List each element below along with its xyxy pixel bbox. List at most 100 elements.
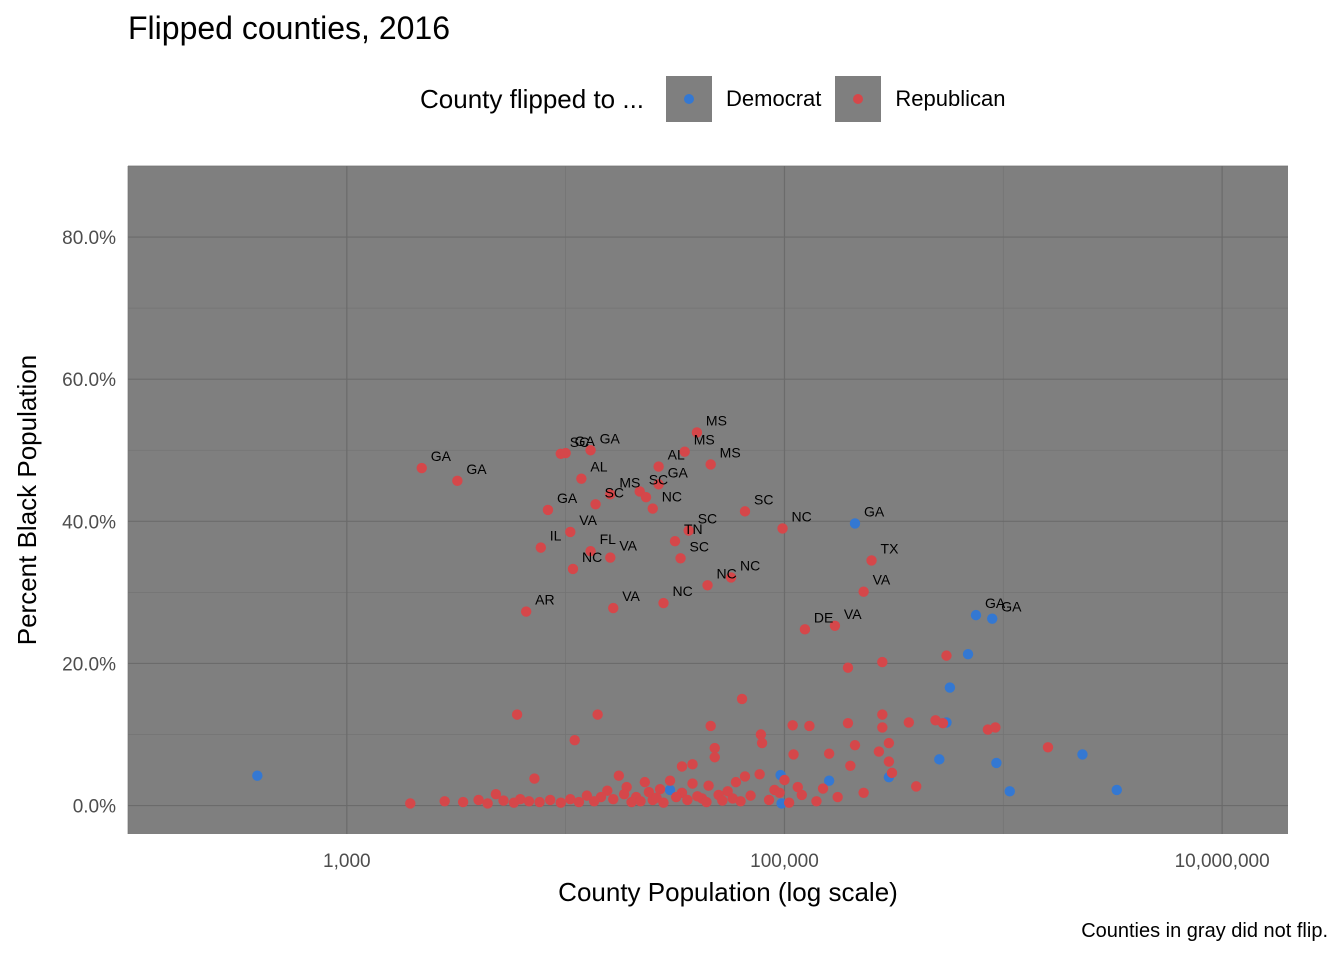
data-point-republican (799, 624, 811, 635)
y-tick-label: 60.0% (62, 370, 116, 391)
data-point-label: VA (622, 588, 640, 604)
data-point-label: GA (466, 461, 487, 477)
data-point-democrat (944, 682, 956, 693)
data-point-republican (730, 776, 742, 788)
data-point-republican (602, 785, 613, 796)
data-point-republican (705, 720, 716, 732)
x-tick-label: 1,000 (323, 851, 371, 872)
data-point-republican (405, 798, 416, 809)
data-point-republican (639, 776, 651, 788)
data-point-label: MS (694, 432, 715, 448)
data-point-label: VA (873, 572, 891, 588)
data-point-democrat (849, 518, 861, 529)
data-point-republican (829, 620, 841, 631)
y-tick-label: 0.0% (73, 797, 116, 818)
data-point-republican (873, 746, 885, 757)
data-point-republican (717, 795, 728, 806)
plot-panel (128, 166, 1288, 834)
axes: 0.0% 20.0% 40.0% 60.0% 80.0% 1,000 100,000 10,0… (62, 228, 1270, 872)
data-point-republican (508, 797, 520, 808)
data-point-republican (654, 784, 666, 795)
data-point-republican (941, 650, 952, 661)
data-point-republican (608, 602, 619, 614)
data-point-republican (585, 445, 596, 456)
data-point-republican (739, 506, 751, 517)
x-tick-label: 100,000 (750, 851, 819, 872)
data-point-republican (866, 555, 877, 566)
data-point-label: FL (600, 531, 617, 547)
data-point-republican (640, 491, 652, 503)
caption: Counties in gray did not flip. (1081, 920, 1328, 942)
data-point-republican (877, 709, 888, 720)
data-point-republican (777, 523, 788, 534)
data-point-republican (849, 739, 861, 751)
legend-title: County flipped to ... (420, 83, 645, 114)
data-point-republican (701, 796, 712, 808)
data-point-republican (590, 499, 601, 510)
data-point-republican (555, 797, 566, 808)
y-tick-label: 40.0% (62, 512, 116, 533)
data-point-label: SC (605, 484, 624, 500)
data-point-republican (705, 459, 716, 470)
data-point-republican (842, 717, 854, 729)
data-point-label: GA (600, 430, 621, 446)
data-point-republican (709, 742, 720, 754)
data-point-republican (592, 709, 603, 720)
legend-dot-democrat (684, 94, 695, 104)
data-point-republican (605, 552, 616, 563)
data-point-republican (787, 720, 798, 731)
data-point-democrat (991, 757, 1002, 769)
data-point-label: GA (431, 448, 452, 464)
data-point-democrat (962, 649, 974, 660)
data-point-republican (565, 526, 576, 538)
data-point-republican (523, 796, 535, 807)
panel-background (128, 166, 1288, 834)
data-point-republican (709, 752, 720, 763)
data-point-republican (883, 737, 895, 749)
data-point-republican (702, 580, 713, 591)
data-point-label: TX (881, 540, 900, 556)
data-point-republican (779, 774, 790, 786)
data-point-republican (457, 796, 469, 808)
data-point-democrat (934, 754, 945, 765)
data-point-democrat (1004, 786, 1015, 797)
x-tick-label: 10,000,000 (1175, 851, 1270, 872)
data-point-republican (903, 717, 915, 728)
data-point-republican (745, 790, 756, 801)
data-point-label: NC (740, 557, 760, 573)
y-axis-title: Percent Black Population (12, 355, 42, 646)
data-point-republican (886, 767, 898, 779)
data-point-republican (692, 791, 703, 802)
data-point-republican (581, 790, 593, 801)
y-tick-label: 80.0% (62, 228, 116, 249)
data-point-republican (664, 775, 676, 786)
data-point-label: GA (668, 464, 689, 480)
grid-lines (127, 165, 1288, 834)
data-point-republican (877, 722, 888, 733)
data-point-republican (658, 797, 669, 808)
data-point-republican (990, 722, 1001, 733)
data-point-republican (788, 749, 799, 760)
data-point-republican (858, 787, 869, 798)
data-point-republican (498, 795, 509, 806)
data-point-republican (608, 793, 619, 805)
data-point-label: MS (706, 412, 727, 428)
data-point-democrat (776, 798, 787, 809)
data-point-republican (605, 489, 616, 500)
data-point-republican (883, 756, 895, 767)
data-point-republican (725, 572, 737, 583)
data-point-republican (576, 473, 587, 484)
data-point-democrat (823, 775, 835, 786)
data-point-republican (735, 796, 746, 807)
data-point-republican (682, 794, 693, 806)
data-point-democrat (1111, 784, 1122, 796)
data-point-republican (675, 553, 686, 564)
data-point-republican (783, 797, 795, 808)
data-point-republican (482, 798, 493, 809)
data-point-republican (756, 737, 768, 749)
chart-title: Flipped counties, 2016 (128, 10, 450, 46)
data-point-label: IL (550, 528, 562, 544)
data-point-label: GA (864, 503, 885, 519)
